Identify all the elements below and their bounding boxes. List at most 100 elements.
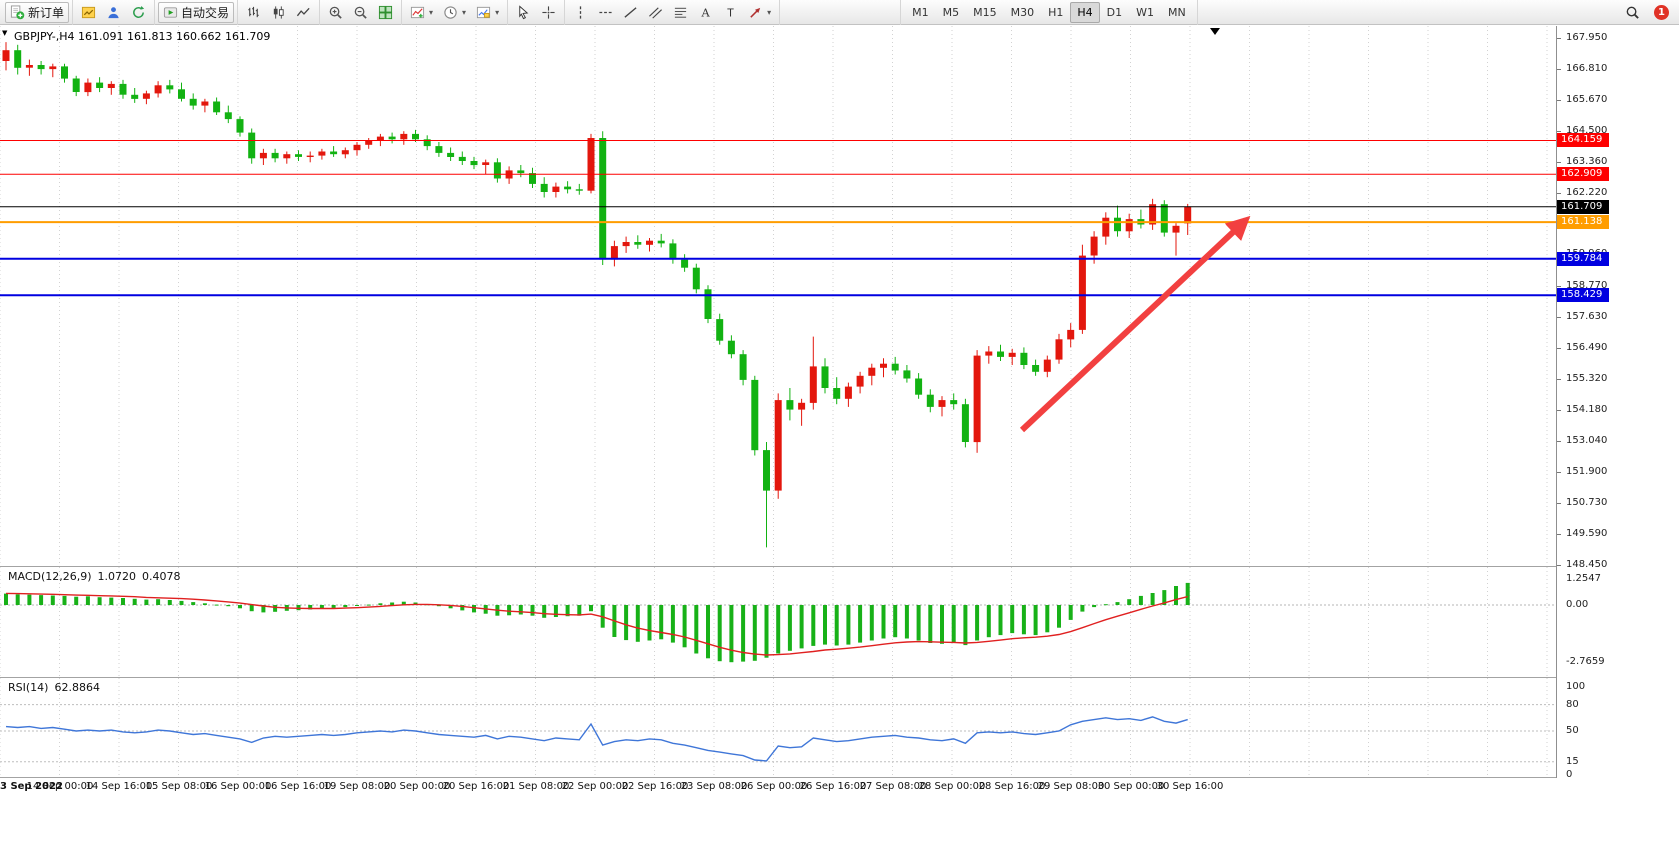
- main-chart[interactable]: [0, 26, 1556, 566]
- timeframe-m30-button[interactable]: M30: [1010, 5, 1035, 19]
- tile-windows-button[interactable]: [373, 2, 398, 23]
- tick-mark: [1557, 503, 1561, 504]
- macd-histogram-bar: [659, 605, 664, 640]
- candle-body: [751, 379, 759, 451]
- timeframe-m5-button[interactable]: M5: [942, 5, 960, 19]
- channel-button[interactable]: [643, 2, 668, 23]
- candle-body: [985, 351, 993, 356]
- tick-mark: [1557, 162, 1561, 163]
- text-icon: A: [698, 5, 713, 20]
- panel-separator: [0, 777, 1679, 778]
- trend-arrow[interactable]: [1019, 215, 1251, 433]
- svg-text:A: A: [701, 6, 711, 19]
- tick-mark: [1557, 69, 1561, 70]
- candle-body: [236, 119, 244, 133]
- macd-histogram-bar: [74, 596, 79, 605]
- candle-body: [540, 183, 548, 192]
- macd-histogram-bar: [530, 605, 535, 616]
- timeframe-m15-button[interactable]: M15: [973, 5, 997, 19]
- candle-body: [1008, 352, 1016, 357]
- zoom-out-button[interactable]: [348, 2, 373, 23]
- candle-body: [330, 151, 338, 155]
- zoom-in-icon: [328, 5, 343, 20]
- candle-body: [259, 152, 267, 159]
- vertical-line-icon: [573, 5, 588, 20]
- rsi-panel[interactable]: [0, 678, 1556, 777]
- templates-button[interactable]: ▾: [471, 2, 504, 23]
- text-button[interactable]: A: [693, 2, 718, 23]
- candle-body: [610, 246, 618, 260]
- timeframe-toolbar: M1 M5 M15 M30 H1 H4 D1 W1 MN: [900, 0, 1198, 25]
- time-tick: 21 Sep 08:00: [502, 781, 570, 792]
- indicators-button[interactable]: ▾: [405, 2, 438, 23]
- label-button[interactable]: T: [718, 2, 743, 23]
- macd-histogram-bar: [1068, 605, 1073, 620]
- bar-chart-button[interactable]: [241, 2, 266, 23]
- timeframe-m1-button[interactable]: M1: [912, 5, 929, 19]
- macd-histogram-bar: [214, 604, 219, 606]
- macd-histogram-bar: [121, 598, 125, 605]
- timeframe-d1-button[interactable]: D1: [1106, 5, 1123, 19]
- chevron-down-icon: ▾: [429, 7, 434, 17]
- time-axis[interactable]: 3 Sep 2022 14 Sep 00:00 14 Sep 16:00 15 Sep…: [0, 778, 1556, 796]
- macd-histogram-bar: [261, 605, 266, 613]
- search-button[interactable]: [1620, 2, 1645, 23]
- market-watch-button[interactable]: [76, 2, 101, 23]
- line-chart-button[interactable]: [291, 2, 316, 23]
- new-order-button[interactable]: 新订单: [5, 1, 70, 23]
- candle-body: [365, 140, 373, 145]
- price-marker: 161.138: [1557, 215, 1609, 229]
- chart-collapse-icon[interactable]: ▼: [2, 29, 8, 37]
- auto-trading-button[interactable]: 自动交易: [158, 1, 235, 23]
- fibonacci-button[interactable]: [668, 2, 693, 23]
- tick-mark: [1557, 534, 1561, 535]
- timeframe-w1-button[interactable]: W1: [1136, 5, 1154, 19]
- tick-mark: [1557, 38, 1561, 39]
- panel-separator[interactable]: [0, 566, 1679, 567]
- candle-body: [271, 152, 279, 159]
- rsi-name: RSI(14): [8, 681, 49, 694]
- candlestick-chart-button[interactable]: [266, 2, 291, 23]
- panel-separator[interactable]: [0, 677, 1679, 678]
- time-tick: 3 Sep 2022: [0, 781, 63, 792]
- rsi-scale-tick: 100: [1566, 681, 1586, 692]
- zoom-in-button[interactable]: [323, 2, 348, 23]
- periods-button[interactable]: ▾: [438, 2, 471, 23]
- macd-histogram-bar: [881, 605, 886, 639]
- price-tick: 165.670: [1566, 94, 1608, 105]
- timeframe-mn-button[interactable]: MN: [1168, 5, 1186, 19]
- macd-histogram-bar: [752, 605, 757, 661]
- refresh-icon: [131, 5, 146, 20]
- crosshair-button[interactable]: [536, 2, 561, 23]
- timeframe-h4-button[interactable]: H4: [1070, 1, 1100, 23]
- horizontal-line-button[interactable]: [593, 2, 618, 23]
- candle-body: [809, 366, 817, 403]
- time-tick: 30 Sep 16:00: [1156, 781, 1224, 792]
- navigator-button[interactable]: [101, 2, 126, 23]
- arrows-icon: [748, 5, 763, 20]
- vertical-line-button[interactable]: [568, 2, 593, 23]
- candle-body: [763, 450, 770, 491]
- refresh-button[interactable]: [126, 2, 151, 23]
- macd-histogram-bar: [27, 594, 32, 605]
- chart-shift-marker[interactable]: [1210, 28, 1220, 35]
- toolbar-group: [320, 0, 403, 25]
- macd-histogram-bar: [834, 605, 839, 646]
- price-axis[interactable]: 167.950 166.810 165.670 164.500 163.360 162.2…: [1556, 26, 1679, 780]
- timeframe-h1-button[interactable]: H1: [1048, 5, 1064, 19]
- time-tick: 28 Sep 16:00: [978, 781, 1046, 792]
- arrows-button[interactable]: ▾: [743, 2, 776, 23]
- macd-histogram-bar: [308, 605, 313, 610]
- chevron-down-icon: ▾: [495, 7, 500, 17]
- price-marker: 164.159: [1557, 133, 1609, 147]
- cursor-button[interactable]: [511, 2, 536, 23]
- macd-histogram-bar: [401, 601, 406, 605]
- tick-mark: [1557, 441, 1561, 442]
- candle-body: [376, 136, 384, 141]
- candle-body: [178, 89, 185, 99]
- trendline-button[interactable]: [618, 2, 643, 23]
- macd-panel[interactable]: [0, 567, 1556, 677]
- macd-histogram-bar: [1021, 605, 1026, 635]
- notification-badge[interactable]: 1: [1654, 4, 1669, 20]
- candle-body: [107, 83, 115, 88]
